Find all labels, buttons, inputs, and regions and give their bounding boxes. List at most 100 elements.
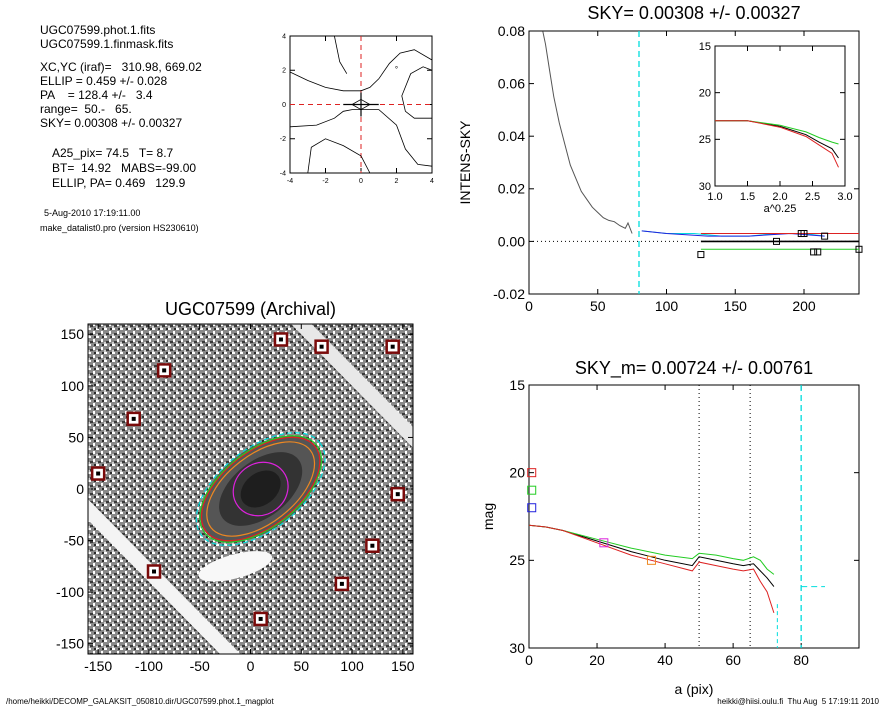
mag-square-green	[527, 485, 537, 495]
image-edge-band-2	[291, 324, 413, 448]
image-y-label: 100	[61, 378, 85, 394]
image-ellipse-cyan	[195, 432, 326, 546]
image-star-core-7	[395, 492, 400, 497]
contour-line-5	[307, 138, 371, 174]
sky-square-7	[855, 245, 863, 253]
contour-y-label: -4	[280, 170, 286, 177]
image-star-core-9	[339, 581, 344, 586]
image-star-core-8	[370, 543, 375, 548]
mag-x-label: 60	[725, 652, 741, 668]
sky-square-1	[773, 237, 780, 245]
contour-x-label: 0	[359, 178, 363, 185]
mag-y-label: 15	[509, 377, 525, 393]
galaxy-core	[240, 470, 281, 508]
sky-inset-series-red	[715, 120, 839, 168]
sky-inset-y-label: 15	[699, 41, 711, 53]
mag-square-blue	[527, 503, 537, 513]
image-y-label: 0	[76, 481, 84, 497]
image-y-label: 50	[68, 429, 84, 445]
image-ellipse-orange	[206, 441, 316, 537]
mag-series-green	[528, 524, 775, 575]
sky-inset-x-label: 2.5	[805, 191, 820, 203]
image-x-label: 150	[391, 658, 415, 674]
info-ellip: ELLIP = 0.459 +/- 0.028	[40, 74, 168, 88]
image-x-label: 0	[247, 658, 255, 674]
mag-x-label: 80	[793, 652, 809, 668]
sky-inset-x-label: 2.0	[772, 191, 787, 203]
contour-line-0	[289, 109, 433, 167]
sky-square-5	[814, 248, 822, 256]
image-star-core-1	[131, 416, 136, 421]
sky-inset-y-label: 20	[699, 88, 711, 100]
image-x-label: -50	[190, 658, 210, 674]
sky-inset-xlabel: a^0.25	[764, 203, 797, 215]
mag-series-red	[528, 524, 775, 614]
sky-y-label: 0.00	[498, 233, 525, 249]
image-x-label: 50	[293, 658, 309, 674]
image-star-core-5	[319, 344, 324, 349]
sky-inset-x-label: 1.0	[707, 191, 722, 203]
mag-title: SKY_m= 0.00724 +/- 0.00761	[575, 358, 813, 379]
mag-x-label: 0	[525, 652, 533, 668]
info-a25: A25_pix= 74.5 T= 8.7	[52, 146, 174, 160]
sky-x-label: 150	[724, 298, 748, 314]
contour-x-label: -2	[322, 178, 328, 185]
sky-x-label: 100	[655, 298, 679, 314]
image-star-core-6	[390, 344, 395, 349]
sky-y-label: 0.08	[498, 23, 525, 39]
image-title: UGC07599 (Archival)	[165, 299, 336, 319]
info-ellip-pa: ELLIP, PA= 0.469 129.9	[52, 176, 186, 190]
contour-x-label: 4	[430, 178, 434, 185]
image-ellipse-green	[199, 435, 323, 543]
image-star-core-10	[258, 616, 263, 621]
sky-y-label: 0.06	[498, 76, 525, 92]
mag-series-black	[528, 524, 775, 587]
mag-x-label: 40	[657, 652, 673, 668]
contour-line-3	[401, 66, 433, 119]
contour-y-label: 2	[282, 68, 286, 75]
sky-square-3	[800, 230, 808, 238]
image-star-core-3	[152, 569, 157, 574]
image-x-label: -100	[135, 658, 163, 674]
mag-frame	[528, 384, 860, 649]
sky-x-label: 0	[525, 298, 533, 314]
sky-inset-frame	[714, 45, 846, 187]
mag-square-red	[527, 468, 537, 478]
image-star-core-2	[162, 368, 167, 373]
contour-dot: °	[395, 65, 398, 74]
info-range: range= 50.- 65.	[40, 102, 132, 116]
sky-series-gray	[542, 31, 633, 234]
contour-y-label: 4	[282, 33, 286, 40]
image-x-label: 100	[340, 658, 364, 674]
info-maskname: UGC07599.1.finmask.fits	[40, 37, 174, 51]
mag-square-magenta	[599, 538, 609, 548]
sky-x-label: 200	[792, 298, 816, 314]
sky-frame	[528, 30, 860, 295]
info-filename: UGC07599.phot.1.fits	[40, 23, 156, 37]
sky-square-6	[821, 232, 829, 240]
sky-y-label: -0.02	[493, 286, 525, 302]
image-masked-blob	[198, 551, 273, 582]
sky-inset-y-label: 25	[699, 134, 711, 146]
contour-x-label: 2	[395, 178, 399, 185]
contour-y-label: -2	[280, 136, 286, 143]
contour-line-2	[334, 35, 348, 74]
sky-square-4	[810, 248, 818, 256]
info-sky: SKY= 0.00308 +/- 0.00327	[40, 116, 183, 130]
footer-user: heikki@hiisi.oulu.fi Thu Aug 5 17:19:11 …	[717, 697, 879, 706]
sky-square-0	[697, 251, 705, 259]
sky-inset-y-label: 30	[699, 181, 711, 193]
sky-y-label: 0.02	[498, 181, 525, 197]
mag-xlabel: a (pix)	[675, 681, 714, 697]
sky-inset-x-label: 1.5	[740, 191, 755, 203]
image-star-core-4	[278, 337, 283, 342]
image-edge-band	[88, 499, 241, 654]
sky-ylabel: INTENS-SKY	[457, 120, 473, 205]
image-ellipse-magenta	[232, 461, 289, 517]
image-x-label: -150	[84, 658, 112, 674]
image-y-label: -50	[64, 532, 84, 548]
sky-y-label: 0.04	[498, 128, 525, 144]
image-y-label: -100	[56, 584, 84, 600]
contour-x-label: -4	[287, 178, 293, 185]
